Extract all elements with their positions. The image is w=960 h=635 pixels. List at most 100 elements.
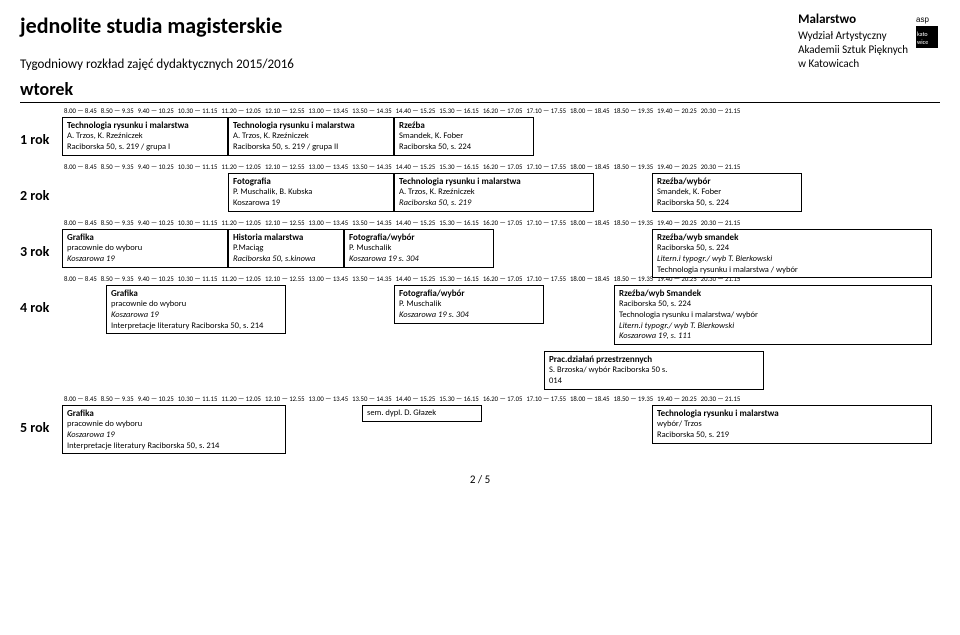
timeline: 8.00 — 8.458.50 — 9.359.40 — 10.2510.30 … [20,163,940,171]
time-slot: 20.30 — 21.15 [701,219,741,227]
time-slot: 20.30 — 21.15 [701,395,741,403]
time-slot: 13.00 — 13.45 [309,107,349,115]
schedule-block: sem. dypl. D. Głazek [362,405,482,422]
time-slot: 15.30 — 16.15 [439,395,479,403]
schedule-block: Rzeźba/wybórSmandek, K. FoberRaciborska … [652,173,802,212]
schedule-block: Fotografia/wybórP. MuschalikKoszarowa 19… [344,229,494,268]
time-slot: 17.10 — 17.55 [526,163,566,171]
schedule-block: Technologia rysunku i malarstwaA. Trzos,… [228,117,394,156]
svg-text:wice: wice [917,38,928,46]
time-slot: 16.20 — 17.05 [483,107,523,115]
time-slot: 13.50 — 14.35 [352,275,392,283]
schedule-container: 8.00 — 8.45 8.50 — 9.35 9.40 — 10.25 10.30 … [20,107,940,459]
page-footer: 2 / 5 [20,473,940,486]
time-slot: 9.40 — 10.25 [138,275,174,283]
page-subtitle: Tygodniowy rozkład zajęć dydaktycznych 2… [20,57,294,72]
time-slot: 18.00 — 18.45 [570,163,610,171]
time-slot: 10.30 — 11.15 [178,219,218,227]
time-slot: 12.10 — 12.55 [265,163,305,171]
day-label: wtorek [20,78,940,103]
logo-text: Malarstwo Wydział Artystyczny Akademii S… [798,12,908,72]
time-slot: 18.50 — 19.35 [614,219,654,227]
timeline: 8.00 — 8.45 8.50 — 9.35 9.40 — 10.25 10.30 … [20,107,940,115]
time-slot: 20.30 — 21.15 [701,107,741,115]
schedule-block: Rzeźba/wyb SmandekRaciborska 50, s. 224T… [614,285,932,345]
time-slot: 8.50 — 9.35 [101,107,134,115]
time-slot: 18.00 — 18.45 [570,395,610,403]
time-slot: 11.20 — 12.05 [221,275,261,283]
time-slot: 18.50 — 19.35 [614,275,654,283]
year-row: 3 rokGrafikapracownie do wyboruKoszarowa… [20,229,940,269]
year-label: 3 rok [20,229,62,269]
svg-text:kato: kato [917,30,928,38]
time-slot: 10.30 — 11.15 [178,163,218,171]
time-slot: 16.20 — 17.05 [483,395,523,403]
time-slot: 18.00 — 18.45 [570,219,610,227]
time-slot: 8.00 — 8.45 [64,163,97,171]
time-slot: 12.10 — 12.55 [265,395,305,403]
time-slot: 8.00 — 8.45 [64,395,97,403]
time-slot: 15.30 — 16.15 [439,163,479,171]
time-slot: 15.30 — 16.15 [439,107,479,115]
schedule-block: Rzeźba/wyb smandekRaciborska 50, s. 224L… [652,229,932,278]
time-slot: 13.00 — 13.45 [309,219,349,227]
time-slot: 13.00 — 13.45 [309,395,349,403]
time-slot: 19.40 — 20.25 [657,163,697,171]
time-slot: 9.40 — 10.25 [138,163,174,171]
time-slot: 8.50 — 9.35 [101,395,134,403]
year-label: 4 rok [20,285,62,347]
time-slot: 10.30 — 11.15 [178,395,218,403]
schedule-block: Historia malarstwaP.MaciągRaciborska 50,… [228,229,344,268]
time-slot: 11.20 — 12.05 [221,219,261,227]
year-row: 5 rokGrafikapracownie do wyboruKoszarowa… [20,405,940,459]
time-slot: 9.40 — 10.25 [138,107,174,115]
schedule-block: Grafikapracownie do wyboruKoszarowa 19In… [106,285,286,334]
year-row: 1 rok Technologia rysunku i malarstwaA. T… [20,117,940,157]
time-slot: 16.20 — 17.05 [483,275,523,283]
schedule-block: Grafikapracownie do wyboruKoszarowa 19 [62,229,228,268]
time-slot: 13.00 — 13.45 [309,163,349,171]
year-row: 2 rokFotografiaP. Muschalik, B. KubskaKo… [20,173,940,213]
time-slot: 9.40 — 10.25 [138,219,174,227]
time-slot: 8.50 — 9.35 [101,275,134,283]
time-slot: 15.30 — 16.15 [439,275,479,283]
time-slot: 8.00 — 8.45 [64,107,97,115]
time-slot: 9.40 — 10.25 [138,395,174,403]
schedule-block: Fotografia/wybórP. MuschalikKoszarowa 19… [394,285,544,324]
time-slot: 18.00 — 18.45 [570,275,610,283]
time-slot: 14.40 — 15.25 [396,275,436,283]
time-slot: 10.30 — 11.15 [178,107,218,115]
time-slot: 18.50 — 19.35 [614,163,654,171]
year-label: 2 rok [20,173,62,213]
time-slot: 11.20 — 12.05 [221,395,261,403]
schedule-block: Technologia rysunku i malarstwawybór/ Tr… [652,405,932,444]
time-slot: 12.10 — 12.55 [265,219,305,227]
time-slot: 8.50 — 9.35 [101,219,134,227]
time-slot: 17.10 — 17.55 [526,395,566,403]
year-row: 4 rok Grafikapracownie do wyboruKoszarowa… [20,285,940,347]
time-slot: 15.30 — 16.15 [439,219,479,227]
time-slot: 13.50 — 14.35 [352,107,392,115]
time-slot: 13.50 — 14.35 [352,395,392,403]
time-slot: 13.50 — 14.35 [352,219,392,227]
time-slot: 19.40 — 20.25 [657,395,697,403]
schedule-block: Grafikapracownie do wyboruKoszarowa 19In… [62,405,286,454]
year-row-extra: Prac.działań przestrzennychS. Brzoska/ w… [20,351,940,389]
timeline: 8.00 — 8.458.50 — 9.359.40 — 10.2510.30 … [20,219,940,227]
time-slot: 17.10 — 17.55 [526,275,566,283]
time-slot: 14.40 — 15.25 [396,107,436,115]
year-label: 1 rok [20,117,62,157]
time-slot: 17.10 — 17.55 [526,219,566,227]
time-slot: 14.40 — 15.25 [396,163,436,171]
time-slot: 18.00 — 18.45 [570,107,610,115]
time-slot: 12.10 — 12.55 [265,107,305,115]
time-slot: 19.40 — 20.25 [657,219,697,227]
time-slot: 10.30 — 11.15 [178,275,218,283]
time-slot: 19.40 — 20.25 [657,107,697,115]
year-label: 5 rok [20,405,62,459]
time-slot: 8.00 — 8.45 [64,275,97,283]
time-slot: 13.50 — 14.35 [352,163,392,171]
schedule-block: RzeźbaSmandek, K. FoberRaciborska 50, s.… [394,117,534,156]
time-slot: 11.20 — 12.05 [221,107,261,115]
timeline: 8.00 — 8.45 8.50 — 9.35 9.40 — 10.25 10.30 … [20,395,940,403]
